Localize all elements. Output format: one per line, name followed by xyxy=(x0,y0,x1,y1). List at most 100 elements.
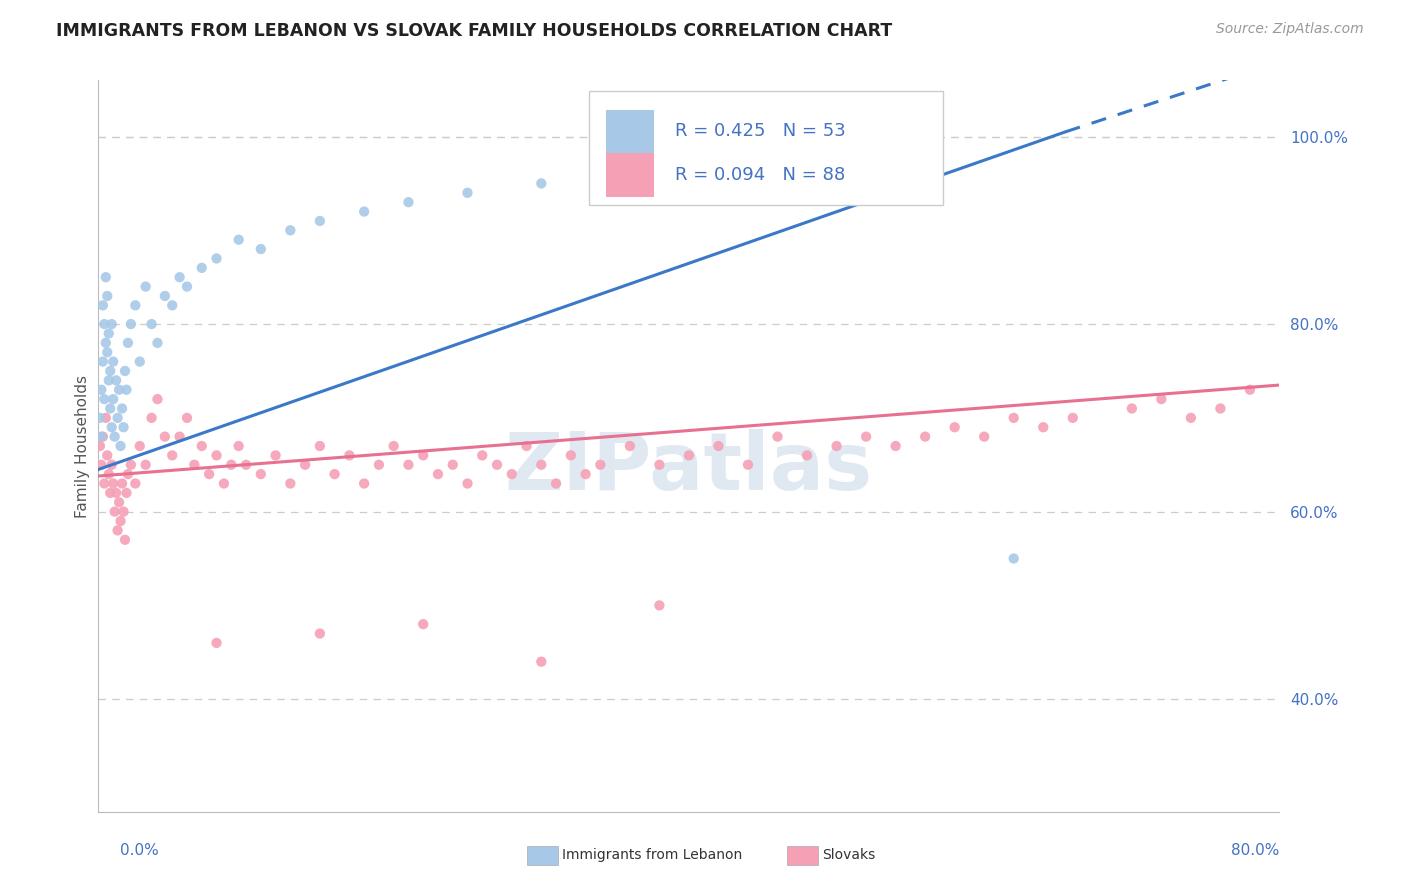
Point xyxy=(104,429,127,443)
Point xyxy=(93,392,115,406)
Point xyxy=(117,335,139,350)
Point xyxy=(93,476,115,491)
Point xyxy=(353,204,375,219)
Point xyxy=(707,167,730,181)
Point xyxy=(368,458,391,472)
Point xyxy=(412,617,434,632)
FancyBboxPatch shape xyxy=(606,110,654,153)
Point xyxy=(205,449,228,463)
Point xyxy=(162,449,183,463)
Point xyxy=(176,279,198,293)
Point xyxy=(141,317,163,331)
Point xyxy=(530,655,553,669)
Point xyxy=(575,467,598,482)
Point xyxy=(280,476,302,491)
Point xyxy=(124,298,146,312)
Text: 80.0%: 80.0% xyxy=(1232,843,1279,858)
Point xyxy=(135,279,157,293)
Point xyxy=(146,392,169,406)
Point xyxy=(486,458,509,472)
Point xyxy=(89,410,111,425)
Point xyxy=(825,439,848,453)
Point xyxy=(648,458,671,472)
Point xyxy=(153,289,176,303)
Point xyxy=(309,439,332,453)
Point xyxy=(1032,420,1054,434)
Point xyxy=(250,467,273,482)
Point xyxy=(108,383,131,397)
Point xyxy=(825,139,848,153)
Point xyxy=(183,458,205,472)
Point xyxy=(339,449,361,463)
Point xyxy=(228,233,250,247)
Point xyxy=(212,476,235,491)
Point xyxy=(441,458,464,472)
Point xyxy=(120,458,142,472)
Point xyxy=(235,458,257,472)
Text: Source: ZipAtlas.com: Source: ZipAtlas.com xyxy=(1216,22,1364,37)
Point xyxy=(169,270,191,285)
Point xyxy=(108,495,131,509)
Point xyxy=(169,429,191,443)
Point xyxy=(309,214,332,228)
Point xyxy=(530,177,553,191)
Y-axis label: Family Households: Family Households xyxy=(75,375,90,517)
Point xyxy=(221,458,243,472)
Point xyxy=(97,467,120,482)
Point xyxy=(198,467,221,482)
Point xyxy=(1209,401,1232,416)
Point xyxy=(457,186,479,200)
Point xyxy=(619,439,641,453)
Point xyxy=(1062,410,1084,425)
FancyBboxPatch shape xyxy=(589,91,943,204)
Point xyxy=(516,439,538,453)
Point xyxy=(191,439,214,453)
Point xyxy=(98,401,121,416)
Point xyxy=(457,476,479,491)
Text: R = 0.094   N = 88: R = 0.094 N = 88 xyxy=(675,167,845,185)
Point xyxy=(115,486,138,500)
Point xyxy=(1121,401,1143,416)
Point xyxy=(353,476,375,491)
Point xyxy=(1180,410,1202,425)
Point xyxy=(153,429,176,443)
Point xyxy=(114,364,136,378)
Text: Immigrants from Lebanon: Immigrants from Lebanon xyxy=(562,848,742,863)
Point xyxy=(135,458,157,472)
Text: R = 0.425   N = 53: R = 0.425 N = 53 xyxy=(675,122,845,140)
Point xyxy=(111,476,134,491)
Point xyxy=(98,486,121,500)
Point xyxy=(94,335,117,350)
Text: Slovaks: Slovaks xyxy=(823,848,876,863)
Point xyxy=(280,223,302,237)
Point xyxy=(205,636,228,650)
Point xyxy=(162,298,183,312)
Point xyxy=(90,429,112,443)
Point xyxy=(96,345,118,359)
Point xyxy=(115,383,138,397)
Point xyxy=(90,383,112,397)
Point xyxy=(96,289,118,303)
Point xyxy=(943,420,966,434)
Point xyxy=(1002,410,1025,425)
Point xyxy=(1002,551,1025,566)
Point xyxy=(619,158,641,172)
Point xyxy=(91,429,114,443)
Point xyxy=(112,420,135,434)
Point xyxy=(560,449,582,463)
Point xyxy=(973,429,995,443)
Point xyxy=(91,298,114,312)
Point xyxy=(107,410,129,425)
Point xyxy=(427,467,450,482)
Point xyxy=(100,458,122,472)
Point xyxy=(103,476,125,491)
Point xyxy=(412,449,434,463)
Point xyxy=(146,335,169,350)
Point xyxy=(141,410,163,425)
Point xyxy=(91,354,114,368)
Point xyxy=(90,458,112,472)
Point xyxy=(103,392,125,406)
Point xyxy=(382,439,405,453)
Text: ZIPatlas: ZIPatlas xyxy=(505,429,873,507)
Point xyxy=(228,439,250,453)
